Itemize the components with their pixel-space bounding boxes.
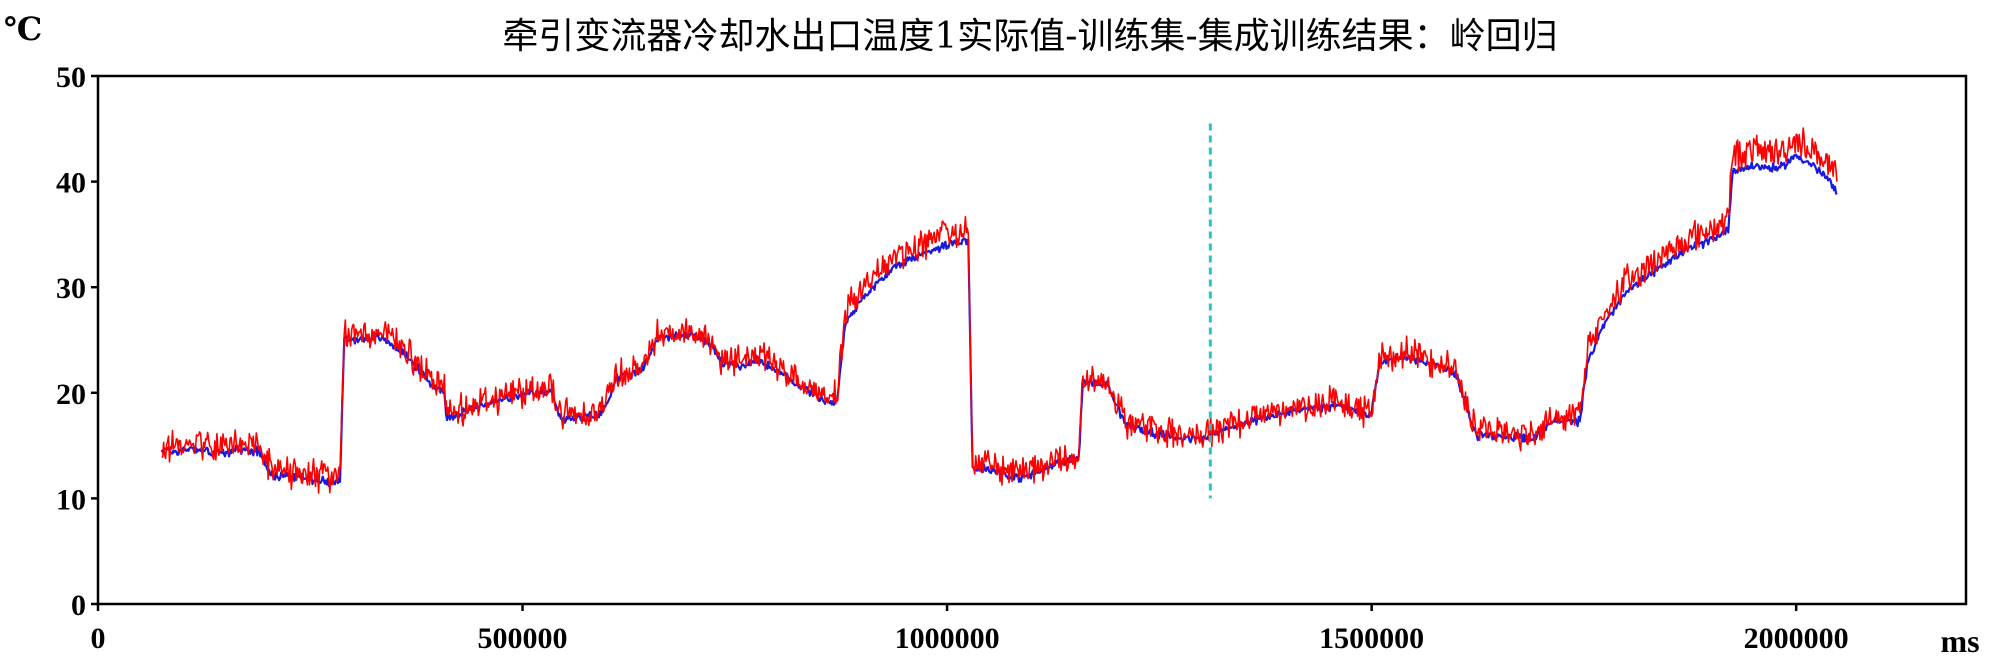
y-tick-label: 30 — [56, 272, 86, 305]
y-axis-unit: ℃ — [4, 11, 42, 47]
series-layer — [160, 127, 1838, 494]
x-tick-label: 500000 — [478, 622, 568, 655]
x-tick-label: 0 — [91, 622, 106, 655]
y-tick-label: 0 — [71, 589, 86, 622]
x-tick-label: 2000000 — [1744, 622, 1849, 655]
series-line-1 — [160, 153, 1838, 488]
plot-frame — [96, 74, 1968, 606]
x-tick-label: 1000000 — [895, 622, 1000, 655]
x-axis-unit: ms — [1940, 623, 1979, 659]
y-tick-label: 10 — [56, 483, 86, 516]
axis-layer: 0 10 20 30 40 50 0 500000 1000000 1500000 2000000 — [56, 61, 1849, 655]
y-tick-label: 50 — [56, 61, 86, 94]
series-line-2 — [161, 127, 1838, 494]
chart-title: 牵引变流器冷却水出口温度1实际值-训练集-集成训练结果：岭回归 — [502, 16, 1557, 57]
x-tick-label: 1500000 — [1319, 622, 1424, 655]
y-tick-label: 20 — [56, 378, 86, 411]
y-tick-label: 40 — [56, 167, 86, 200]
